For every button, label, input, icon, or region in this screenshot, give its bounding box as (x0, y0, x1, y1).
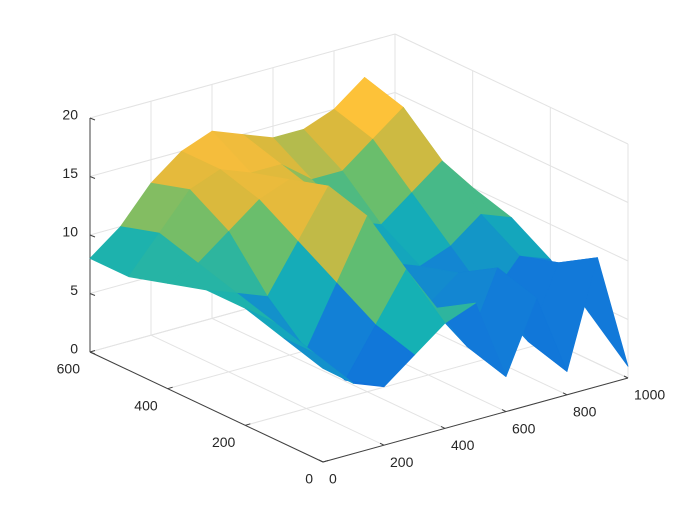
z-tick-label: 10 (62, 224, 78, 240)
x-tick (318, 459, 324, 463)
z-tick (89, 234, 96, 238)
z-tick-label: 15 (62, 165, 78, 181)
z-tick (89, 351, 96, 355)
x-tick-label: 0 (329, 471, 337, 487)
z-tick-label: 20 (62, 107, 78, 123)
z-tick (89, 293, 96, 296)
x-tick (379, 442, 385, 446)
y-tick-label: 200 (212, 434, 236, 450)
surface-patch (283, 337, 354, 384)
x-tick-label: 200 (390, 454, 414, 470)
x-axis (322, 377, 629, 463)
y-tick-label: 400 (134, 397, 158, 413)
x-tick-label: 400 (451, 437, 475, 453)
z-tick (89, 117, 96, 121)
z-tick-label: 0 (70, 341, 78, 357)
y-tick (245, 423, 251, 426)
x-tick (623, 375, 629, 379)
y-tick-label: 0 (305, 471, 313, 487)
z-tick (89, 176, 96, 179)
x-tick (562, 392, 568, 396)
x-tick-label: 800 (573, 404, 597, 420)
y-tick (322, 460, 329, 463)
y-axis (89, 351, 324, 463)
x-tick-label: 600 (512, 420, 536, 436)
z-tick-label: 5 (70, 282, 78, 298)
y-tick-label: 600 (57, 361, 81, 377)
y-tick (167, 386, 173, 390)
grid-line (394, 92, 629, 203)
x-tick-label: 1000 (634, 387, 665, 403)
y-tick (89, 350, 96, 353)
grid-line (150, 334, 385, 446)
x-tick (501, 409, 507, 413)
x-tick (440, 425, 446, 429)
grid-line (394, 33, 629, 145)
grid-line (211, 317, 446, 429)
grid-line (89, 33, 396, 119)
